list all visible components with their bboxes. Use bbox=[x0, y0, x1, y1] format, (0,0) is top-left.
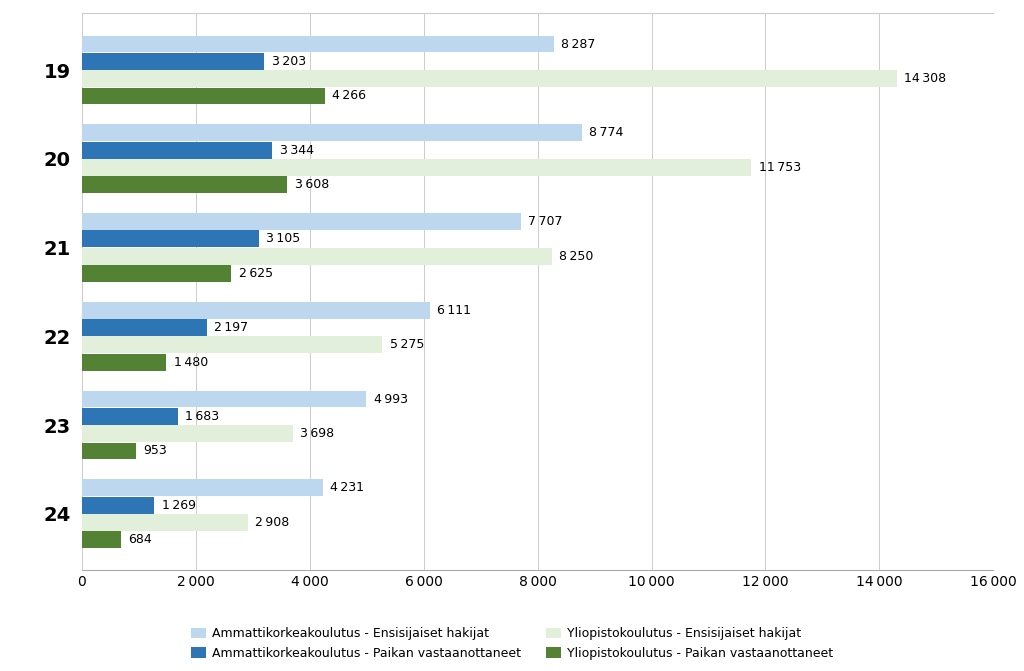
Bar bbox=[82, 176, 288, 193]
Bar bbox=[82, 36, 554, 52]
Legend: Ammattikorkeakoulutus - Ensisijaiset hakijat, Ammattikorkeakoulutus - Paikan vas: Ammattikorkeakoulutus - Ensisijaiset hak… bbox=[185, 623, 839, 665]
Bar bbox=[82, 443, 136, 460]
Text: 4 266: 4 266 bbox=[333, 89, 367, 103]
Text: 5 275: 5 275 bbox=[390, 338, 424, 352]
Text: 1 683: 1 683 bbox=[185, 410, 219, 423]
Bar bbox=[82, 319, 207, 336]
Text: 2 197: 2 197 bbox=[214, 321, 249, 334]
Text: 7 707: 7 707 bbox=[528, 215, 563, 228]
Text: 2 908: 2 908 bbox=[255, 516, 289, 529]
Bar bbox=[82, 265, 231, 282]
Text: 4 231: 4 231 bbox=[331, 481, 365, 495]
Text: 4 993: 4 993 bbox=[374, 393, 408, 405]
Text: 2 625: 2 625 bbox=[239, 267, 273, 280]
Bar bbox=[82, 142, 272, 158]
Text: 8 250: 8 250 bbox=[559, 250, 594, 262]
Bar bbox=[82, 425, 293, 442]
Bar bbox=[82, 159, 752, 176]
Bar bbox=[82, 53, 264, 70]
Bar bbox=[82, 336, 382, 354]
Bar bbox=[82, 531, 121, 548]
Bar bbox=[82, 248, 552, 264]
Bar bbox=[82, 70, 897, 87]
Text: 3 608: 3 608 bbox=[295, 178, 329, 191]
Bar bbox=[82, 87, 325, 105]
Bar bbox=[82, 354, 166, 370]
Text: 8 287: 8 287 bbox=[561, 38, 596, 50]
Text: 684: 684 bbox=[128, 533, 152, 546]
Text: 8 774: 8 774 bbox=[589, 126, 624, 140]
Text: 6 111: 6 111 bbox=[437, 304, 471, 317]
Bar bbox=[82, 408, 178, 425]
Text: 14 308: 14 308 bbox=[904, 72, 946, 85]
Bar bbox=[82, 302, 430, 319]
Bar bbox=[82, 213, 521, 230]
Text: 11 753: 11 753 bbox=[759, 161, 801, 174]
Bar bbox=[82, 124, 582, 141]
Text: 1 269: 1 269 bbox=[162, 499, 196, 511]
Bar bbox=[82, 230, 259, 248]
Text: 953: 953 bbox=[143, 444, 167, 458]
Text: 3 344: 3 344 bbox=[280, 144, 313, 156]
Text: 3 105: 3 105 bbox=[266, 232, 300, 246]
Text: 1 480: 1 480 bbox=[174, 356, 208, 369]
Text: 3 698: 3 698 bbox=[300, 427, 334, 440]
Bar bbox=[82, 497, 155, 513]
Bar bbox=[82, 391, 367, 407]
Bar bbox=[82, 514, 248, 531]
Text: 3 203: 3 203 bbox=[271, 55, 306, 68]
Bar bbox=[82, 479, 323, 497]
